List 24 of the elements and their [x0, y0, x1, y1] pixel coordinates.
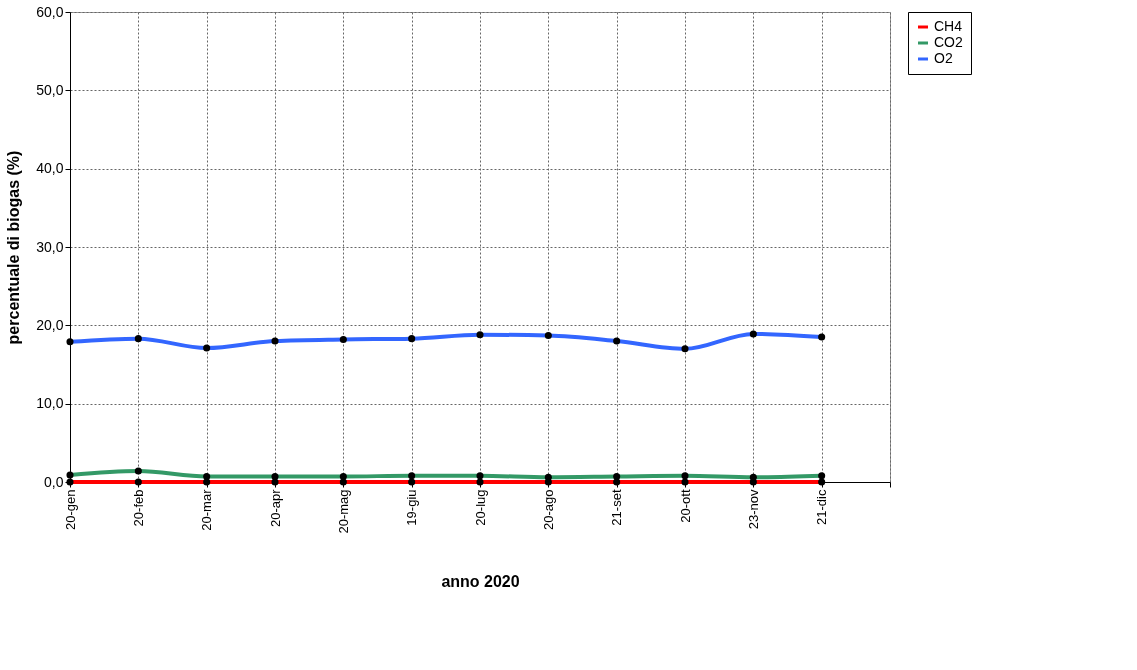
y-tick-label: 30,0: [36, 238, 64, 255]
y-axis-title: percentuale di biogas (%): [5, 150, 23, 345]
x-tick-label: 20-lug: [472, 489, 488, 526]
x-tick-label: 23-nov: [745, 489, 761, 530]
legend-label: CH4: [934, 18, 963, 34]
y-tick-label: 0,0: [44, 473, 64, 490]
y-tick-label: 20,0: [36, 316, 64, 333]
x-tick-label: 20-ott: [677, 489, 693, 523]
x-tick-label: 21-dic: [814, 489, 830, 525]
x-tick-label: 20-mar: [199, 488, 215, 531]
x-tick-label: 20-ago: [540, 489, 556, 530]
x-axis-title: anno 2020: [441, 572, 520, 590]
x-tick-label: 19-giu: [404, 489, 420, 526]
x-tick-label: 21-set: [609, 489, 625, 526]
y-tick-label: 60,0: [36, 3, 64, 20]
x-tick-label: 20-feb: [130, 489, 146, 527]
legend-label: O2: [934, 50, 953, 66]
x-tick-label: 20-gen: [62, 489, 78, 530]
y-tick-label: 10,0: [36, 395, 64, 412]
y-tick-label: 50,0: [36, 81, 64, 98]
legend-label: CO2: [934, 34, 963, 50]
x-tick-label: 20-mag: [335, 489, 351, 534]
y-tick-label: 40,0: [36, 160, 64, 177]
x-tick-label: 20-apr: [267, 488, 283, 528]
